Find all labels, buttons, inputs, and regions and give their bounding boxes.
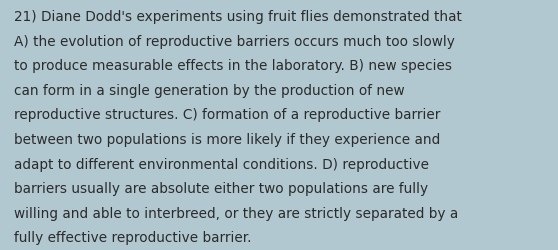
Text: A) the evolution of reproductive barriers occurs much too slowly: A) the evolution of reproductive barrier… <box>14 34 455 48</box>
Text: can form in a single generation by the production of new: can form in a single generation by the p… <box>14 84 405 98</box>
Text: between two populations is more likely if they experience and: between two populations is more likely i… <box>14 132 440 146</box>
Text: adapt to different environmental conditions. D) reproductive: adapt to different environmental conditi… <box>14 157 429 171</box>
Text: 21) Diane Dodd's experiments using fruit flies demonstrated that: 21) Diane Dodd's experiments using fruit… <box>14 10 462 24</box>
Text: fully effective reproductive barrier.: fully effective reproductive barrier. <box>14 230 252 244</box>
Text: to produce measurable effects in the laboratory. B) new species: to produce measurable effects in the lab… <box>14 59 452 73</box>
Text: barriers usually are absolute either two populations are fully: barriers usually are absolute either two… <box>14 182 428 196</box>
Text: reproductive structures. C) formation of a reproductive barrier: reproductive structures. C) formation of… <box>14 108 440 122</box>
Text: willing and able to interbreed, or they are strictly separated by a: willing and able to interbreed, or they … <box>14 206 458 220</box>
